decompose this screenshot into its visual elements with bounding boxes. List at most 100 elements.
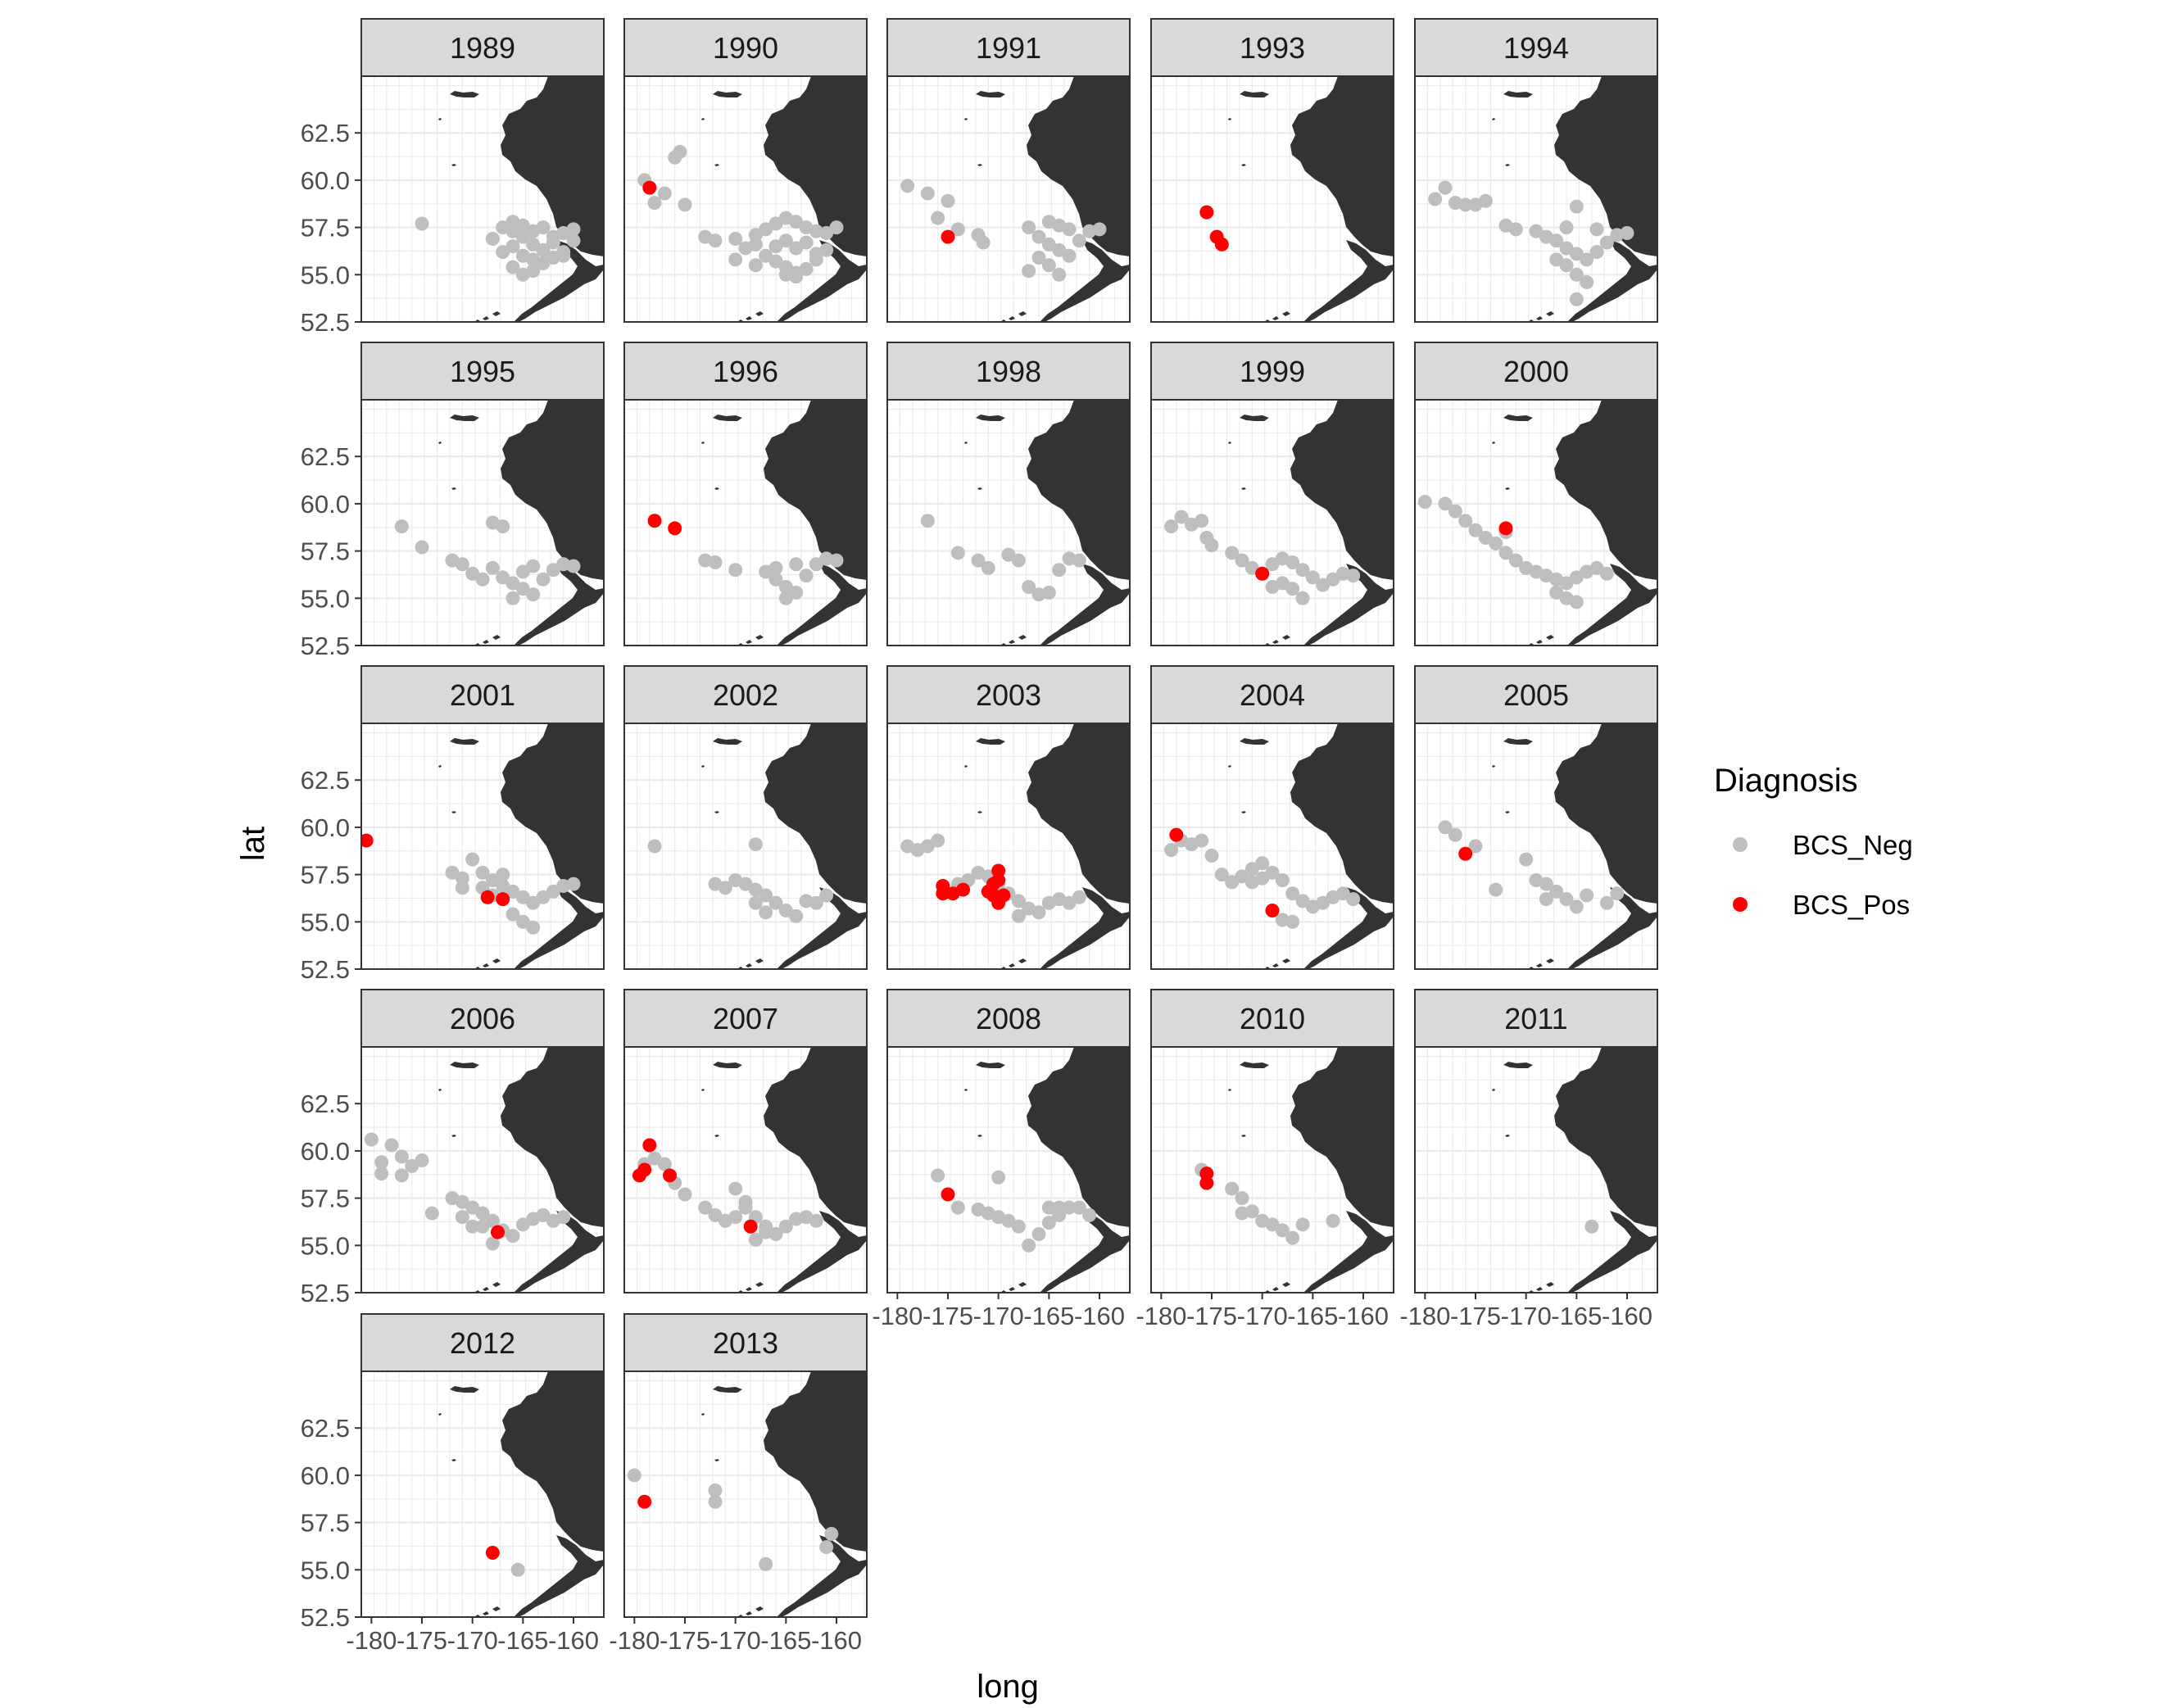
- point-bcs-neg: [526, 559, 541, 573]
- panel-border: [360, 1370, 605, 1618]
- point-bcs-neg: [1285, 914, 1300, 929]
- point-bcs-pos: [496, 892, 510, 907]
- point-bcs-neg: [1052, 242, 1067, 257]
- legend-item-neg: BCS_Neg: [1733, 830, 1913, 860]
- strip-background: [623, 989, 868, 1048]
- panel-border: [1150, 1046, 1394, 1293]
- point-bcs-neg: [1255, 871, 1270, 886]
- point-bcs-neg: [819, 1540, 834, 1555]
- y-tick-label: 52.5: [301, 632, 350, 660]
- point-bcs-neg: [708, 1483, 723, 1497]
- point-bcs-neg: [920, 839, 935, 854]
- y-tick-label: 55.0: [301, 1231, 350, 1260]
- x-tick-label: -175: [1450, 1302, 1501, 1330]
- x-tick-label: -165: [1023, 1302, 1074, 1330]
- point-bcs-pos: [986, 888, 1000, 903]
- y-tick-label: 52.5: [301, 1279, 350, 1307]
- point-bcs-neg: [950, 1200, 965, 1215]
- point-bcs-neg: [1569, 595, 1584, 609]
- strip-label: 1995: [450, 355, 515, 388]
- point-bcs-neg: [708, 555, 723, 569]
- facet-panel-1998: 1998: [886, 342, 1131, 646]
- point-bcs-pos: [637, 1494, 652, 1509]
- point-bcs-neg: [496, 878, 510, 893]
- point-bcs-neg: [384, 1138, 399, 1153]
- strip-label: 2002: [713, 678, 778, 712]
- point-bcs-neg: [1549, 884, 1564, 899]
- point-bcs-pos: [663, 1168, 677, 1183]
- facet-panel-2006: 2006 52.5 55.0 57.5 60.0 62.5: [301, 989, 605, 1307]
- point-bcs-neg: [1031, 229, 1046, 244]
- point-bcs-neg: [1539, 877, 1553, 891]
- point-bcs-neg: [1599, 895, 1614, 910]
- point-bcs-neg: [556, 1210, 571, 1225]
- point-bcs-neg: [1041, 258, 1056, 273]
- strip-label: 2000: [1503, 355, 1569, 388]
- point-bcs-neg: [657, 186, 672, 201]
- strip-background: [623, 342, 868, 401]
- point-bcs-neg: [768, 254, 783, 269]
- point-bcs-neg: [526, 587, 541, 602]
- point-bcs-pos: [485, 1546, 500, 1561]
- point-bcs-neg: [1559, 220, 1574, 235]
- point-bcs-neg: [1559, 576, 1574, 591]
- point-bcs-neg: [536, 572, 551, 587]
- point-bcs-neg: [515, 229, 530, 244]
- plot-area: 52.5 55.0 57.5 60.0 62.5: [301, 723, 605, 984]
- plot-area: [1150, 399, 1394, 646]
- point-bcs-neg: [1082, 1207, 1097, 1222]
- x-tick-label: -160: [811, 1626, 862, 1655]
- point-bcs-neg: [1031, 1226, 1046, 1241]
- x-tick-label: -165: [760, 1626, 811, 1655]
- point-bcs-neg: [1620, 226, 1634, 241]
- point-bcs-neg: [1072, 553, 1086, 568]
- point-bcs-neg: [1285, 555, 1300, 569]
- legend-key-pos: [1733, 897, 1748, 912]
- point-bcs-neg: [455, 1210, 469, 1225]
- point-bcs-neg: [1275, 1223, 1290, 1238]
- strip-background: [360, 989, 605, 1048]
- point-bcs-neg: [455, 881, 469, 895]
- point-bcs-neg: [1092, 222, 1107, 237]
- point-bcs-neg: [475, 572, 490, 587]
- legend-label-neg: BCS_Neg: [1793, 830, 1913, 860]
- point-bcs-neg: [748, 882, 763, 897]
- facet-panel-1991: 1991: [886, 18, 1131, 323]
- point-bcs-neg: [1164, 843, 1179, 858]
- point-bcs-neg: [981, 560, 995, 575]
- strip-label: 2013: [713, 1326, 778, 1360]
- point-bcs-neg: [1549, 252, 1564, 267]
- point-bcs-neg: [1041, 1200, 1056, 1215]
- point-bcs-neg: [647, 196, 662, 211]
- point-bcs-neg: [1589, 560, 1604, 575]
- point-bcs-neg: [505, 576, 520, 591]
- point-bcs-neg: [1265, 865, 1280, 880]
- point-bcs-neg: [1589, 222, 1604, 237]
- point-bcs-neg: [728, 563, 743, 578]
- plot-area: [1414, 723, 1658, 970]
- plot-area: [623, 75, 868, 323]
- x-tick-label: -160: [1074, 1302, 1125, 1330]
- facet-panel-2013: 2013 -180 -175 -170 -165 -160: [609, 1313, 868, 1655]
- facet-panel-2001: 2001 52.5 55.0 57.5 60.0 62.5: [301, 665, 605, 984]
- point-bcs-neg: [809, 895, 823, 910]
- points: [647, 837, 834, 923]
- point-bcs-neg: [920, 186, 935, 201]
- point-bcs-pos: [1169, 827, 1184, 842]
- point-bcs-neg: [1468, 839, 1483, 854]
- point-bcs-neg: [526, 920, 541, 935]
- point-bcs-neg: [485, 231, 500, 246]
- points: [900, 833, 1086, 923]
- plot-area: -180 -175 -170 -165 -160: [609, 1370, 868, 1655]
- point-bcs-neg: [950, 222, 965, 237]
- point-bcs-pos: [1199, 1176, 1214, 1190]
- point-bcs-neg: [950, 546, 965, 560]
- x-axis-title: long: [977, 1669, 1039, 1705]
- facet-panel-1990: 1990: [623, 18, 868, 323]
- point-bcs-neg: [1417, 495, 1432, 510]
- point-bcs-neg: [455, 1194, 469, 1209]
- point-bcs-neg: [505, 884, 520, 899]
- point-bcs-neg: [526, 237, 541, 251]
- point-bcs-neg: [1174, 510, 1189, 524]
- point-bcs-neg: [799, 569, 814, 583]
